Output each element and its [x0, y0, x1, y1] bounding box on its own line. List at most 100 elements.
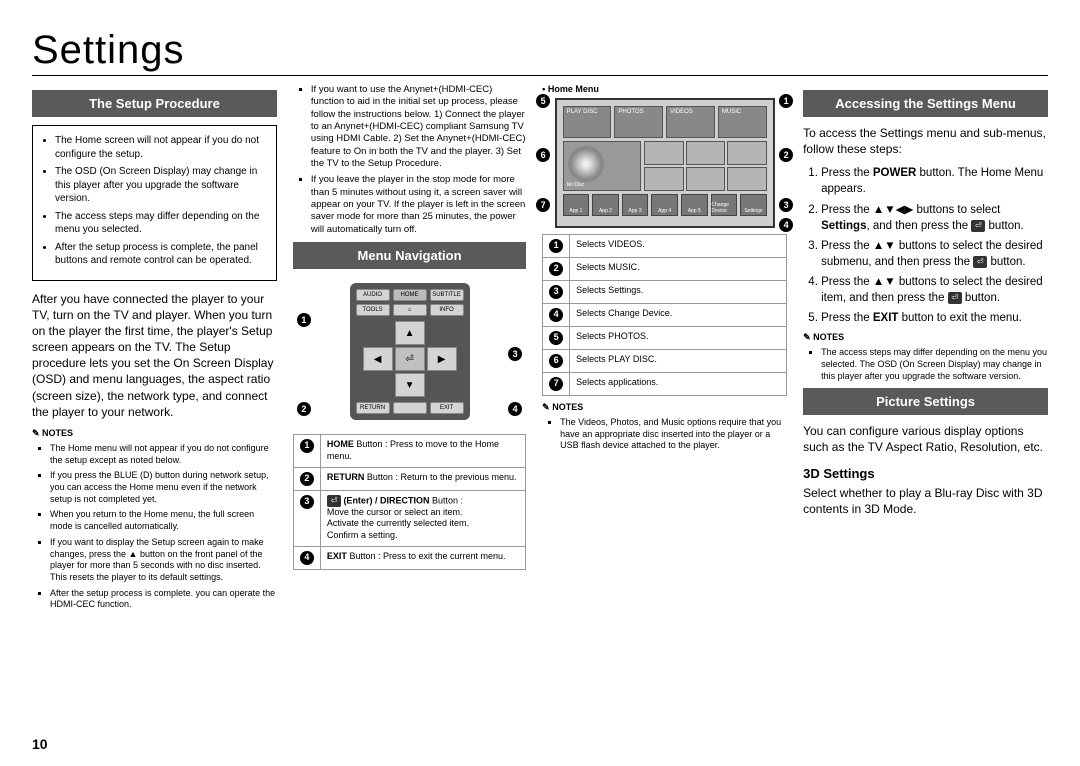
home-menu-heading: Home Menu: [542, 84, 787, 94]
remote-exit-button: EXIT: [430, 402, 464, 414]
setup-notice-box: The Home screen will not appear if you d…: [32, 125, 277, 281]
setup-procedure-heading: The Setup Procedure: [32, 90, 277, 117]
legend-text: Selects Settings.: [570, 281, 787, 304]
accessing-settings-heading: Accessing the Settings Menu: [803, 90, 1048, 117]
dpad-down: ▼: [395, 373, 425, 397]
legend-number: 3: [549, 285, 563, 299]
legend-text: EXIT Button : Press to exit the current …: [320, 546, 525, 569]
legend-text: Selects MUSIC.: [570, 258, 787, 281]
ss-tab-playdisc: PLAY DISC: [563, 106, 612, 138]
legend-text: RETURN Button : Return to the previous m…: [320, 467, 525, 490]
ss-app: App 2: [592, 194, 619, 216]
dpad-left: ◀: [363, 347, 393, 371]
column-2: If you want to use the Anynet+(HDMI-CEC)…: [293, 84, 526, 615]
list-item: The OSD (On Screen Display) may change i…: [55, 165, 266, 206]
list-item: Press the ▲▼◀▶ buttons to select Setting…: [821, 202, 1048, 234]
callout-1: 1: [297, 313, 311, 327]
legend-number: 1: [549, 239, 563, 253]
list-item: Press the ▲▼ buttons to select the desir…: [821, 274, 1048, 306]
ss-app: Change Device: [711, 194, 738, 216]
remote-control: AUDIO HOME SUBTITLE TOOLS ⌂ INFO ▲ ◀⏎▶ ▼…: [350, 283, 470, 420]
ss-callout-7: 7: [536, 198, 550, 212]
list-item: Press the ▲▼ buttons to select the desir…: [821, 238, 1048, 270]
legend-text: Selects VIDEOS.: [570, 235, 787, 258]
list-item: If you press the BLUE (D) button during …: [50, 470, 277, 505]
legend-number: 6: [549, 354, 563, 368]
legend-text: HOME Button : Press to move to the Home …: [320, 435, 525, 467]
content-columns: The Setup Procedure The Home screen will…: [32, 84, 1048, 615]
ss-tab-music: MUSIC: [718, 106, 767, 138]
remote-return-button: RETURN: [356, 402, 390, 414]
list-item: If you want to display the Setup screen …: [50, 537, 277, 584]
legend-number: 3: [300, 495, 314, 509]
home-menu-screenshot: PLAY DISC PHOTOS VIDEOS MUSIC No Disc Ap: [555, 98, 775, 228]
list-item: After the setup process is complete, the…: [55, 241, 266, 268]
disc-icon: [568, 146, 604, 182]
remote-diagram: 1 2 3 4 AUDIO HOME SUBTITLE TOOLS ⌂ INFO…: [293, 277, 526, 426]
picture-body: You can configure various display option…: [803, 423, 1048, 455]
3d-settings-heading: 3D Settings: [803, 466, 1048, 481]
legend-text: Selects Change Device.: [570, 304, 787, 327]
remote-home-icon: ⌂: [393, 304, 427, 316]
remote-home-button: HOME: [393, 289, 427, 301]
legend-text: Selects PHOTOS.: [570, 327, 787, 350]
list-item: The Videos, Photos, and Music options re…: [560, 417, 787, 452]
callout-3: 3: [508, 347, 522, 361]
callout-4: 4: [508, 402, 522, 416]
notes-heading-4: NOTES: [803, 332, 1048, 343]
ss-callout-2: 2: [779, 148, 793, 162]
home-menu-diagram: 1 2 3 4 5 6 7 PLAY DISC PHOTOS VIDEOS MU…: [542, 98, 787, 228]
legend-number: 5: [549, 331, 563, 345]
list-item: The Home screen will not appear if you d…: [55, 134, 266, 161]
list-item: After the setup process is complete. you…: [50, 588, 277, 611]
remote-tools-button: TOOLS: [356, 304, 390, 316]
page-number: 10: [32, 736, 48, 752]
home-menu-legend: 1Selects VIDEOS.2Selects MUSIC.3Selects …: [542, 234, 787, 396]
legend-number: 2: [300, 472, 314, 486]
legend-text: Selects PLAY DISC.: [570, 350, 787, 373]
notes-heading-3: NOTES: [542, 402, 787, 413]
ss-grid: [644, 141, 766, 191]
remote-audio-button: AUDIO: [356, 289, 390, 301]
ss-callout-1: 1: [779, 94, 793, 108]
list-item: If you leave the player in the stop mode…: [311, 174, 526, 236]
list-item: If you want to use the Anynet+(HDMI-CEC)…: [311, 84, 526, 170]
3d-body: Select whether to play a Blu-ray Disc wi…: [803, 485, 1048, 517]
dpad-right: ▶: [427, 347, 457, 371]
ss-callout-5: 5: [536, 94, 550, 108]
list-item: Press the EXIT button to exit the menu.: [821, 310, 1048, 326]
no-disc-label: No Disc: [567, 182, 585, 188]
ss-app: App 4: [651, 194, 678, 216]
legend-text: Selects applications.: [570, 373, 787, 396]
steps-list: Press the POWER button. The Home Menu ap…: [803, 165, 1048, 326]
page-title: Settings: [32, 28, 1048, 76]
dpad-up: ▲: [395, 321, 425, 345]
ss-tab-photos: PHOTOS: [614, 106, 663, 138]
ss-callout-3: 3: [779, 198, 793, 212]
menu-navigation-heading: Menu Navigation: [293, 242, 526, 269]
column-1: The Setup Procedure The Home screen will…: [32, 84, 277, 615]
picture-settings-heading: Picture Settings: [803, 388, 1048, 415]
notes-list-4: The access steps may differ depending on…: [803, 347, 1048, 382]
notes-list: The Home menu will not appear if you do …: [32, 443, 277, 611]
setup-body: After you have connected the player to y…: [32, 291, 277, 421]
notes-list-3: The Videos, Photos, and Music options re…: [542, 417, 787, 452]
remote-legend-table: 1 HOME Button : Press to move to the Home…: [293, 434, 526, 570]
dpad-enter: ⏎: [395, 347, 425, 371]
ss-app: App 5: [681, 194, 708, 216]
anynet-bullets: If you want to use the Anynet+(HDMI-CEC)…: [293, 84, 526, 236]
legend-text: ⏎ (Enter) / DIRECTION Button :Move the c…: [320, 490, 525, 546]
legend-number: 4: [549, 308, 563, 322]
ss-tab-videos: VIDEOS: [666, 106, 715, 138]
ss-disc-tile: No Disc: [563, 141, 642, 191]
remote-spacer: [393, 402, 427, 414]
legend-number: 7: [549, 377, 563, 391]
column-4: Accessing the Settings Menu To access th…: [803, 84, 1048, 615]
ss-callout-4: 4: [779, 218, 793, 232]
legend-number: 1: [300, 439, 314, 453]
ss-app: Settings: [740, 194, 767, 216]
accessing-intro: To access the Settings menu and sub-menu…: [803, 125, 1048, 157]
remote-info-button: INFO: [430, 304, 464, 316]
ss-app: App 1: [563, 194, 590, 216]
callout-2: 2: [297, 402, 311, 416]
